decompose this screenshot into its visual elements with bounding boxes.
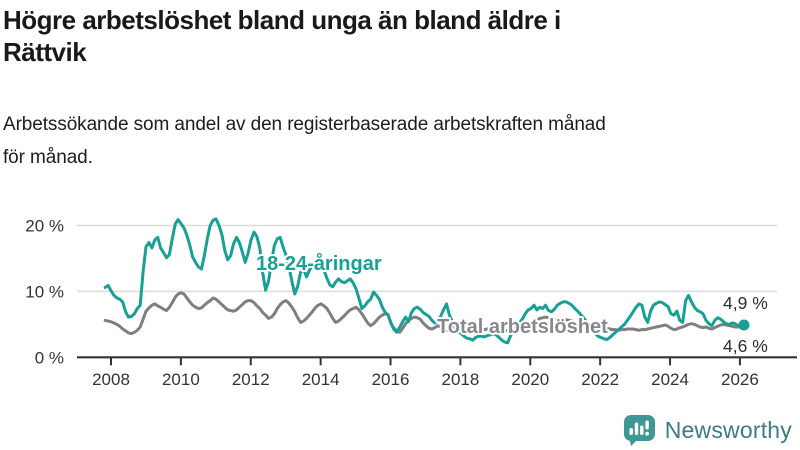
x-tick-label-2026: 2026 (721, 370, 759, 389)
x-tick-label-2012: 2012 (232, 370, 270, 389)
title-line-2: Rättvik (3, 37, 87, 67)
line-total (103, 291, 746, 336)
newsworthy-logo[interactable]: Newsworthy (623, 413, 792, 447)
line-youth (103, 217, 746, 345)
y-tick-label-10: 10 % (25, 282, 64, 301)
subtitle-line-1: Arbetssökande som andel av den registerb… (3, 114, 606, 135)
end-value-label-youth: 4,9 % (723, 293, 768, 313)
gridlines: 20 % 10 % 0 % (25, 217, 777, 367)
x-tick-label-2024: 2024 (651, 370, 689, 389)
x-tick-label-2008: 2008 (92, 370, 130, 389)
x-tick-label-2020: 2020 (511, 370, 549, 389)
x-tick-label-2014: 2014 (302, 370, 340, 389)
x-axis: 2008 2010 2012 2014 2016 2018 2020 2022 2024 2026 (77, 356, 797, 389)
y-tick-label-20: 20 % (25, 217, 64, 236)
page-title: Högre arbetslöshet bland unga än bland ä… (3, 4, 783, 68)
x-tick-label-2022: 2022 (581, 370, 619, 389)
series-label-youth: 18-24-åringar (256, 252, 382, 275)
x-tick-label-2018: 2018 (441, 370, 479, 389)
chart-labels: 18-24-åringar Total arbetslöshet 4,9 % 4… (254, 250, 769, 358)
series-label-total: Total arbetslöshet (437, 316, 608, 338)
chart-header: Högre arbetslöshet bland unga än bland ä… (3, 4, 783, 174)
x-tick-label-2010: 2010 (162, 370, 200, 389)
chart-subtitle: Arbetssökande som andel av den registerb… (3, 108, 783, 174)
bar-chart-speech-bubble-icon (623, 415, 655, 446)
line-end-dot (738, 319, 750, 331)
x-tick-label-2016: 2016 (372, 370, 410, 389)
data-series (103, 217, 750, 345)
title-line-1: Högre arbetslöshet bland unga än bland ä… (3, 5, 561, 35)
logo-wordmark: Newsworthy (664, 416, 792, 443)
subtitle-line-2: för månad. (3, 147, 93, 168)
y-tick-label-0: 0 % (35, 348, 64, 367)
end-value-label-total: 4,6 % (723, 336, 768, 356)
